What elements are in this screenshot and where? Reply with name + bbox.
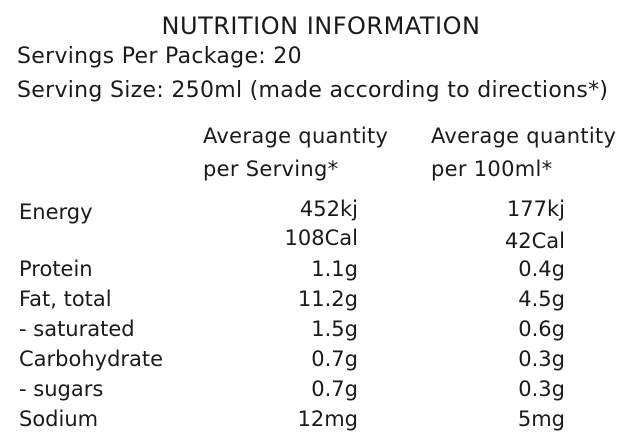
table-row: Carbohydrate 0.7g 0.3g (0, 347, 642, 377)
column-header-line: Average quantity (431, 124, 617, 148)
per-100ml-value: 177kj (506, 197, 565, 221)
per-100ml-value: 0.3g (518, 347, 565, 371)
column-header-per-100ml: Average quantity per 100ml* (431, 120, 616, 186)
column-header-line: per 100ml* (431, 157, 553, 181)
per-100ml-value: 5mg (517, 407, 565, 431)
table-row: Sodium 12mg 5mg (0, 407, 642, 437)
per-serving-value: 1.5g (311, 317, 358, 341)
column-header-line: per Serving* (203, 157, 339, 181)
nutrient-label: Carbohydrate (19, 347, 164, 371)
table-row: - sugars 0.7g 0.3g (0, 377, 642, 407)
panel-title: NUTRITION INFORMATION (161, 12, 481, 40)
per-serving-value: 452kj (299, 197, 358, 221)
per-serving-value: 108Cal (284, 226, 358, 250)
nutrient-label: Energy (19, 200, 93, 224)
per-100ml-value: 0.4g (518, 257, 565, 281)
column-header-line: Average quantity (203, 124, 389, 148)
table-row: - saturated 1.5g 0.6g (0, 317, 642, 347)
nutrient-label: - sugars (19, 377, 104, 401)
column-header-per-serving: Average quantity per Serving* (203, 120, 388, 186)
per-serving-value: 0.7g (311, 347, 358, 371)
nutrient-label: Protein (19, 257, 93, 281)
nutrient-label: Fat, total (19, 287, 112, 311)
per-serving-value: 0.7g (311, 377, 358, 401)
serving-size: Serving Size: 250ml (made according to d… (17, 78, 609, 103)
table-row: Protein 1.1g 0.4g (0, 257, 642, 287)
per-serving-value: 12mg (297, 407, 358, 431)
per-100ml-value: 42Cal (504, 229, 565, 253)
table-row: 108Cal 42Cal (0, 226, 642, 256)
nutrient-label: Sodium (19, 407, 99, 431)
table-row: Energy 452kj 177kj (0, 197, 642, 227)
per-serving-value: 11.2g (297, 287, 358, 311)
servings-per-package: Servings Per Package: 20 (17, 44, 302, 69)
per-100ml-value: 0.6g (518, 317, 565, 341)
per-100ml-value: 4.5g (518, 287, 565, 311)
per-serving-value: 1.1g (311, 257, 358, 281)
nutrient-label: - saturated (19, 317, 135, 341)
table-row: Fat, total 11.2g 4.5g (0, 287, 642, 317)
per-100ml-value: 0.3g (518, 377, 565, 401)
